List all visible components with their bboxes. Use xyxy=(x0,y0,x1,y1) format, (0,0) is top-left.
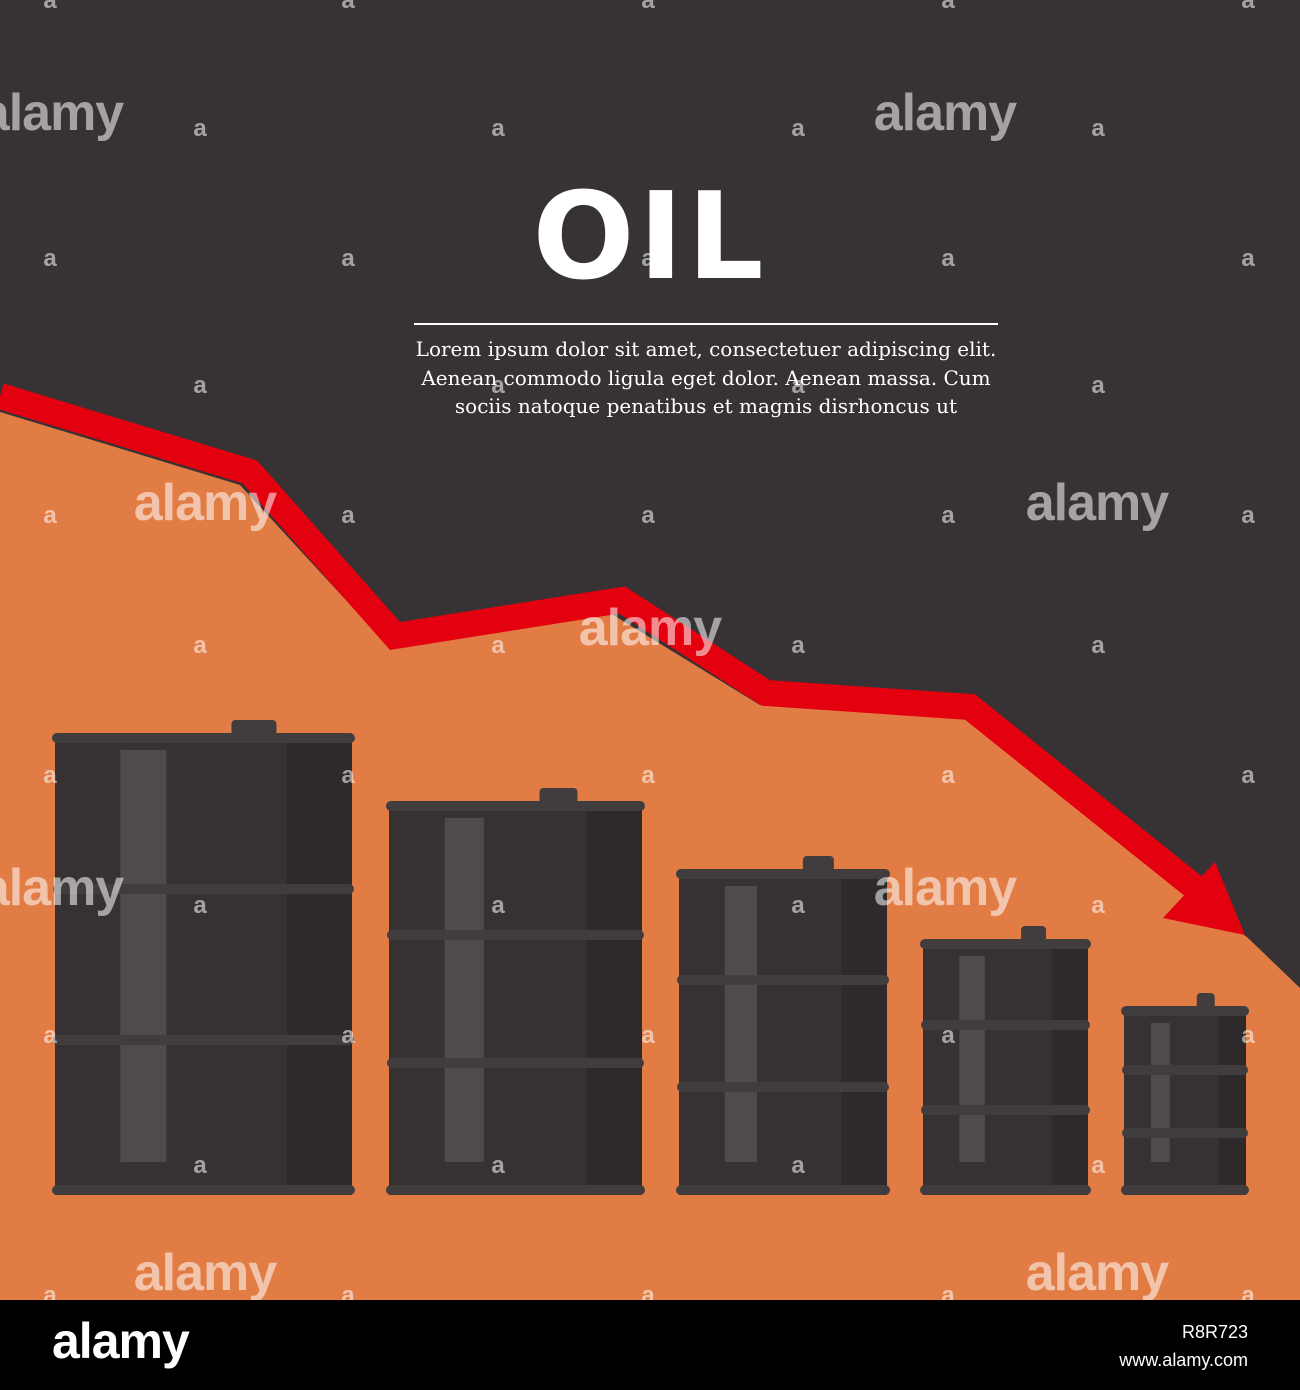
oil-barrel-5 xyxy=(1121,993,1249,1195)
barrel-shade xyxy=(286,735,352,1195)
oil-barrel-1 xyxy=(52,720,355,1195)
barrel-ring xyxy=(1122,1128,1248,1138)
barrel-top-rim xyxy=(1121,1006,1249,1016)
barrel-ring xyxy=(1122,1065,1248,1075)
footer-url: www.alamy.com xyxy=(1119,1350,1248,1370)
oil-barrel-3 xyxy=(676,856,890,1195)
footer-logo: alamy xyxy=(52,1313,190,1369)
footer-image-id: R8R723 xyxy=(1181,1322,1248,1342)
barrel-bottom-rim xyxy=(386,1185,645,1195)
oil-barrel-2 xyxy=(386,788,645,1195)
poster: OIL Lorem ipsum dolor sit amet, consecte… xyxy=(0,0,1300,1300)
barrel-ring xyxy=(921,1020,1090,1030)
red-decline-arrow-line xyxy=(0,383,1207,901)
barrel-cap xyxy=(539,788,578,804)
barrel-ring xyxy=(387,1058,644,1068)
barrel-ring xyxy=(677,975,889,985)
poster-title: OIL xyxy=(532,168,768,307)
barrel-shade xyxy=(841,871,887,1195)
barrel-top-rim xyxy=(386,801,645,811)
barrel-highlight xyxy=(444,818,484,1162)
title-divider xyxy=(414,323,998,325)
barrel-bottom-rim xyxy=(676,1185,890,1195)
barrel-highlight xyxy=(724,886,757,1162)
barrel-bottom-rim xyxy=(1121,1185,1249,1195)
footer-bar: alamy R8R723 www.alamy.com xyxy=(0,1300,1300,1390)
barrel-cap xyxy=(1196,993,1215,1009)
barrel-highlight xyxy=(120,750,167,1162)
barrel-cap xyxy=(1021,926,1047,942)
red-arrow-head xyxy=(1163,862,1245,935)
barrel-bottom-rim xyxy=(920,1185,1091,1195)
barrel-top-rim xyxy=(52,733,355,743)
barrel-bottom-rim xyxy=(52,1185,355,1195)
barrel-shade xyxy=(586,803,642,1195)
poster-description: Lorem ipsum dolor sit amet, consectetuer… xyxy=(415,337,997,418)
oil-barrel-4 xyxy=(920,926,1091,1195)
barrel-highlight xyxy=(959,956,985,1162)
barrel-cap xyxy=(802,856,834,872)
barrel-ring xyxy=(53,1035,354,1045)
barrel-top-rim xyxy=(920,939,1091,949)
barrel-top-rim xyxy=(676,869,890,879)
barrel-highlight xyxy=(1150,1023,1170,1162)
barrel-ring xyxy=(677,1082,889,1092)
oil-decline-illustration xyxy=(0,0,1300,1300)
barrel-ring xyxy=(387,930,644,940)
barrel-ring xyxy=(921,1105,1090,1115)
barrel-cap xyxy=(231,720,277,736)
barrel-shade xyxy=(1051,941,1088,1195)
barrel-ring xyxy=(53,884,354,894)
barrel-shade xyxy=(1219,1008,1246,1195)
barrels-group xyxy=(52,720,1249,1195)
